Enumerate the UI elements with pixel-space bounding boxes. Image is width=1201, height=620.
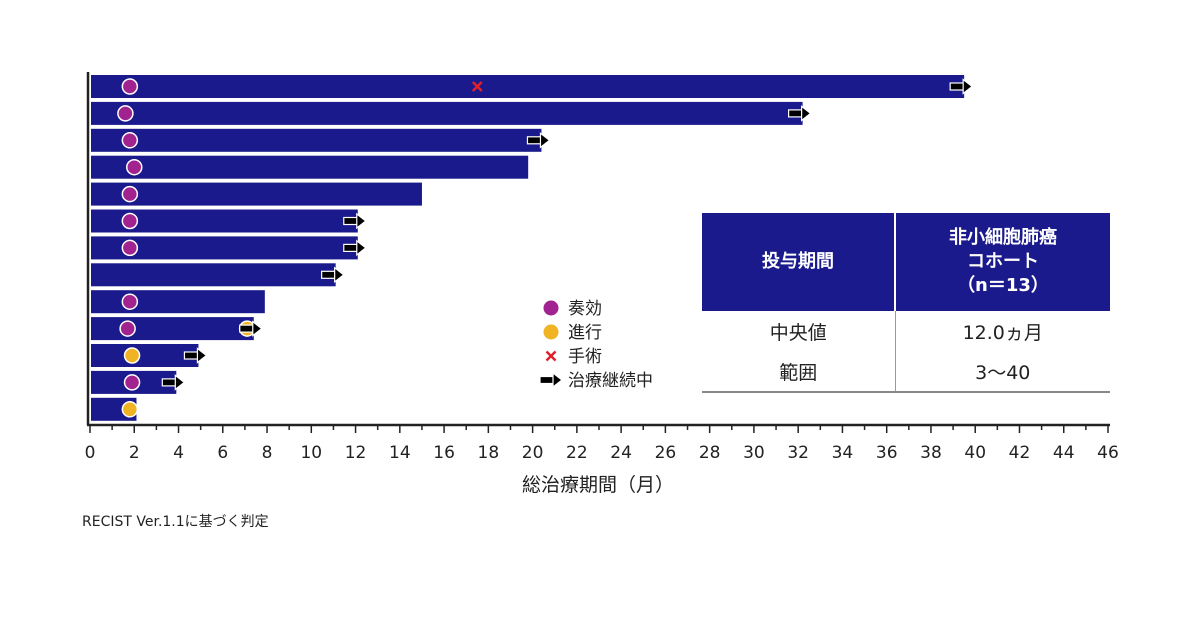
x-tick-label: 6 <box>217 443 228 463</box>
x-tick-label: 20 <box>522 443 544 463</box>
x-tick-label: 2 <box>129 443 140 463</box>
response-marker <box>123 374 141 391</box>
x-tick-label: 0 <box>85 443 96 463</box>
x-tick-label: 42 <box>1009 443 1031 463</box>
response-marker <box>121 239 139 257</box>
x-tick-label: 12 <box>345 443 367 463</box>
duration-bar <box>91 263 336 287</box>
table-row: 中央値 12.0ヵ月 <box>702 311 1110 351</box>
legend-label-progression: 進行 <box>568 323 602 343</box>
x-tick-label: 38 <box>920 443 942 463</box>
x-tick-label: 30 <box>743 443 765 463</box>
response-marker <box>126 158 143 176</box>
x-tick-label: 26 <box>655 443 677 463</box>
legend-response-icon <box>543 300 559 316</box>
legend-entry-ongoing: 治療継続中 <box>539 371 653 391</box>
x-tick-label: 8 <box>262 443 273 463</box>
footnote: RECIST Ver.1.1に基づく判定 <box>82 514 269 530</box>
legend-entry-surgery: 手術 <box>545 347 602 367</box>
row-label-median: 中央値 <box>702 311 896 351</box>
legend-label-surgery: 手術 <box>568 347 602 367</box>
ongoing-arrow <box>161 374 186 391</box>
ongoing-arrow <box>787 105 812 122</box>
legend-label-response: 奏効 <box>568 299 602 319</box>
x-tick-label: 28 <box>699 443 721 463</box>
ongoing-arrow <box>343 239 367 257</box>
response-marker <box>121 293 139 310</box>
summary-table: 投与期間 非小細胞肺癌 コホート （n＝13） 中央値 12.0ヵ月 範囲 3〜… <box>702 213 1110 393</box>
ongoing-arrow <box>949 78 974 95</box>
x-tick-label: 10 <box>300 443 322 463</box>
legend-progression-icon <box>543 324 559 340</box>
x-tick-label: 36 <box>876 443 898 463</box>
x-axis-title: 総治療期間（月） <box>522 474 674 496</box>
legend-entry-response: 奏効 <box>543 299 602 319</box>
response-marker <box>121 78 139 95</box>
x-tick-label: 4 <box>173 443 184 463</box>
duration-bar <box>91 209 358 233</box>
ongoing-arrow <box>183 347 208 364</box>
row-value-range: 3〜40 <box>895 351 1110 393</box>
table-header-row: 投与期間 非小細胞肺癌 コホート （n＝13） <box>702 213 1110 311</box>
duration-bar <box>91 128 542 152</box>
progression-marker <box>123 347 141 364</box>
legend-arrow-icon <box>539 371 563 389</box>
response-marker <box>119 320 136 337</box>
progression-marker <box>121 401 139 418</box>
cohort-name-line2: コホート <box>967 251 1039 272</box>
x-tick-label: 22 <box>566 443 588 463</box>
duration-bar <box>91 236 358 260</box>
x-tick-label: 14 <box>389 443 411 463</box>
ongoing-arrow <box>321 266 345 284</box>
surgery-marker <box>471 81 483 92</box>
duration-bar <box>91 317 254 341</box>
duration-bar <box>91 101 803 125</box>
table-header-duration: 投与期間 <box>702 213 896 311</box>
x-tick-label: 40 <box>964 443 986 463</box>
ongoing-arrow <box>343 212 367 230</box>
legend-label-ongoing: 治療継続中 <box>568 371 653 391</box>
legend-entry-progression: 進行 <box>543 323 602 343</box>
table-row: 範囲 3〜40 <box>702 351 1110 393</box>
x-tick-label: 46 <box>1097 443 1119 463</box>
row-value-median: 12.0ヵ月 <box>962 321 1043 344</box>
ongoing-arrow <box>239 320 263 337</box>
row-label-range: 範囲 <box>702 351 896 393</box>
x-tick-label: 18 <box>478 443 500 463</box>
duration-bar <box>91 344 199 367</box>
x-tick-label: 16 <box>433 443 455 463</box>
x-tick-label: 24 <box>610 443 632 463</box>
x-axis: 0 2 4 6 8 10 12 14 16 18 20 22 24 26 28 30 32 34 36 38 40 42 4… <box>85 72 1119 463</box>
legend-surgery-icon <box>545 350 557 362</box>
markers-layer <box>117 78 974 418</box>
response-marker <box>121 212 139 230</box>
x-tick-label: 32 <box>787 443 809 463</box>
duration-bar <box>91 290 265 314</box>
response-marker <box>117 105 134 122</box>
cohort-name-line1: 非小細胞肺癌 <box>949 227 1057 248</box>
cohort-n: （n＝13） <box>957 275 1049 296</box>
duration-bar <box>91 75 965 98</box>
duration-bar <box>91 182 422 206</box>
table-header-cohort: 非小細胞肺癌 コホート （n＝13） <box>895 213 1110 311</box>
ongoing-arrow <box>526 132 551 149</box>
response-marker <box>121 185 139 203</box>
duration-bar <box>91 155 529 179</box>
x-tick-label: 34 <box>832 443 854 463</box>
x-tick-label: 44 <box>1053 443 1075 463</box>
response-marker <box>121 132 139 149</box>
